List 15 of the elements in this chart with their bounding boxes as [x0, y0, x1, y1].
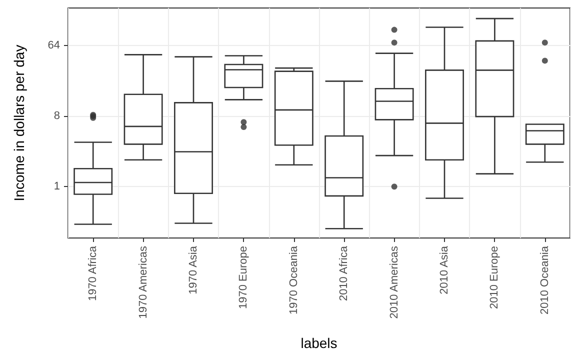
y-axis-title: Income in dollars per day — [11, 44, 27, 202]
x-axis-title: labels — [300, 335, 338, 351]
x-tick-label: 1970 Americas — [137, 246, 150, 319]
x-tick-label: 2010 Americas — [388, 246, 400, 319]
x-tick-label: 2010 Africa — [338, 245, 350, 302]
x-tick-label: 1970 Oceania — [288, 245, 300, 314]
x-tick-label: 1970 Africa — [87, 245, 100, 302]
y-tick-label: 8 — [54, 110, 60, 122]
x-tick-label: 2010 Asia — [438, 245, 450, 294]
x-tick-label: 2010 Oceania — [538, 245, 551, 314]
y-tick-label: 1 — [54, 180, 60, 193]
x-tick-label: 1970 Europe — [238, 246, 250, 309]
x-tick-label: 2010 Europe — [488, 246, 501, 309]
x-tick-label: 1970 Asia — [188, 245, 200, 294]
y-tick-label: 64 — [48, 40, 60, 52]
